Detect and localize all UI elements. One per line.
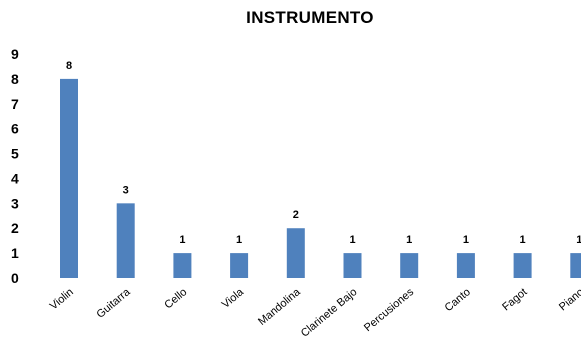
bar [456, 253, 475, 278]
bar [513, 253, 532, 278]
data-label: 8 [66, 60, 72, 72]
y-tick-label: 2 [11, 220, 19, 236]
data-label: 1 [349, 234, 355, 246]
data-label: 1 [179, 234, 185, 246]
bar [286, 228, 305, 278]
x-tick-label: Cello [162, 286, 189, 311]
y-tick-label: 5 [11, 146, 19, 162]
y-tick-label: 7 [11, 96, 19, 112]
x-tick-label: Canto [443, 286, 473, 314]
data-label: 1 [576, 234, 581, 246]
bar [116, 203, 135, 278]
x-tick-label: Viola [220, 286, 247, 311]
bar [400, 253, 419, 278]
y-tick-label: 4 [11, 170, 19, 186]
y-tick-label: 9 [11, 46, 19, 62]
x-tick-label: Clarinete Bajo [299, 286, 360, 340]
data-label: 1 [406, 234, 412, 246]
bar [60, 78, 78, 278]
y-tick-label: 0 [11, 270, 19, 286]
x-tick-label: Mandolina [256, 286, 303, 328]
bar [343, 253, 362, 278]
x-tick-label: Fagot [500, 286, 529, 313]
data-label: 2 [293, 209, 299, 221]
x-tick-label: Violin [48, 286, 76, 312]
data-label: 1 [236, 234, 242, 246]
data-label: 1 [463, 234, 469, 246]
x-tick-label: Percusiones [362, 286, 416, 334]
y-tick-label: 3 [11, 195, 19, 211]
data-label: 3 [123, 184, 129, 196]
y-tick-label: 8 [11, 71, 19, 87]
bar [230, 253, 249, 278]
bar [570, 253, 581, 278]
y-tick-label: 6 [11, 121, 19, 137]
y-tick-label: 1 [11, 245, 19, 261]
chart-title: INSTRUMENTO [246, 8, 374, 27]
x-tick-label: Guitarra [94, 286, 133, 321]
data-label: 1 [520, 234, 526, 246]
bar [173, 253, 192, 278]
x-tick-label: Piano [557, 286, 581, 313]
